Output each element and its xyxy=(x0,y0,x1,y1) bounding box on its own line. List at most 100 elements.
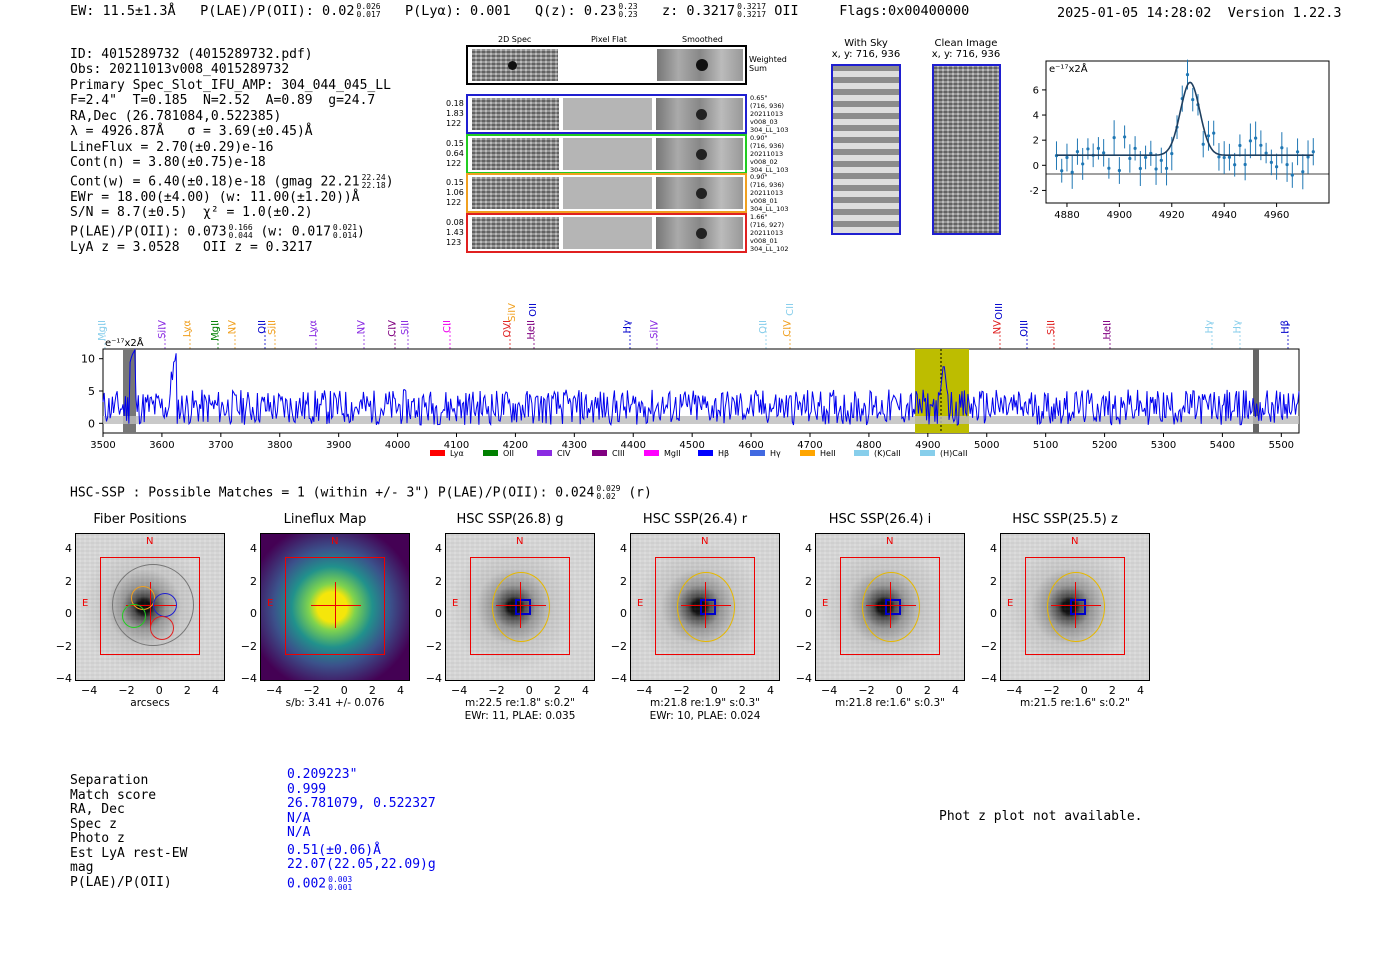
line-fit-point xyxy=(1164,166,1169,170)
hsc-xtick: 4 xyxy=(582,684,589,697)
line-fit-point xyxy=(1060,169,1064,173)
spectrum-xtick: 3700 xyxy=(208,440,233,451)
aperture-box xyxy=(470,557,570,655)
line-fit-point xyxy=(1081,162,1085,166)
aperture-box xyxy=(100,557,200,655)
col-pixel-flat: Pixel Flat xyxy=(591,35,627,44)
legend-label: MgII xyxy=(664,449,681,458)
match-label: Match score xyxy=(70,787,157,803)
hsc-xtick: 2 xyxy=(368,684,376,697)
line-fit-point xyxy=(1138,166,1142,171)
weighted-sum-strip xyxy=(466,45,747,85)
east-label: E xyxy=(1007,598,1014,609)
spectrum-line-label: HeII xyxy=(526,320,537,340)
photz-message: Phot z plot not available. xyxy=(939,809,1143,824)
match-label: Photo z xyxy=(70,831,125,846)
ellipse-aperture xyxy=(677,572,735,642)
flags-value: Flags:0x00400000 xyxy=(839,3,970,19)
spec-row-2d xyxy=(472,177,559,209)
east-label: E xyxy=(82,598,89,609)
line-fit-point xyxy=(1269,160,1273,164)
aperture-box xyxy=(1025,557,1125,655)
hsc-cutout: N E xyxy=(445,533,595,681)
match-label: mag xyxy=(70,860,94,875)
hsc-yticks: 4 2 0 −2 −4 xyxy=(55,542,72,685)
aperture-box xyxy=(285,557,385,655)
line-fit-point xyxy=(1206,134,1211,138)
ellipse-aperture xyxy=(492,572,550,642)
info-params: F=2.4" T=0.185 N=2.52 A=0.89 g=24.7 xyxy=(70,93,376,108)
spectrum-xtick: 4300 xyxy=(562,440,587,451)
legend-label: Lyα xyxy=(450,449,464,458)
north-label: N xyxy=(886,536,894,547)
spectrum-line-label: SiIV xyxy=(157,320,168,339)
clean-image-coords: x, y: 716, 936 xyxy=(931,49,1001,60)
line-fit-point xyxy=(1159,158,1163,162)
hsc-xtick: 0 xyxy=(710,684,718,697)
version: Version 1.22.3 xyxy=(1227,5,1342,21)
hsc-xticks: −4 −2 0 2 4 xyxy=(445,684,595,697)
spectrum-xtick: 5000 xyxy=(974,440,999,451)
spec-row-right-label: 0.90" (716, 936) 20211013 v008_01 304_LL… xyxy=(750,173,789,213)
hsc-xtick: −2 xyxy=(1043,684,1060,697)
line-fit-point xyxy=(1285,163,1289,167)
z-line: OII xyxy=(774,3,799,19)
date: 2025-01-05 14:28:02 xyxy=(1057,5,1212,21)
line-fit-point xyxy=(1070,170,1074,174)
hsc-xtick: 0 xyxy=(1080,684,1088,697)
spectrum-line-label: SiIV xyxy=(649,320,660,339)
line-fit-point xyxy=(1107,166,1111,170)
match-value: 22.07(22.05,22.09)g xyxy=(287,857,436,872)
spectrum-line-label-top: SiIV xyxy=(507,303,518,322)
spectrum-xtick: 4700 xyxy=(797,440,822,451)
spec-row-1 xyxy=(466,94,747,134)
hsc-xtick: −4 xyxy=(451,684,468,697)
detection-info: ID: 4015289732 (4015289732.pdf) Obs: 2021… xyxy=(70,31,394,271)
match-values: 0.209223" 0.999 26.781079, 0.522327 N/A N/A 0… xyxy=(287,767,436,892)
info-ewr: EWr = 18.00(±4.00) (w: 11.00(±1.20))Å xyxy=(70,189,360,205)
hsc-panel-title: HSC SSP(26.8) g xyxy=(456,512,564,527)
hsc-xtick: 0 xyxy=(525,684,533,697)
spectrum-line-label: Hγ xyxy=(622,320,633,334)
hsc-xtick: −4 xyxy=(636,684,653,697)
ew-value: EW: 11.5±1.3Å xyxy=(70,3,176,19)
line-fit-xtick: 4880 xyxy=(1054,210,1079,221)
ellipse-aperture xyxy=(1047,572,1105,642)
legend-label: Hγ xyxy=(770,449,781,458)
spectrum-line-label-top: CII xyxy=(785,303,796,316)
spec-row-flat xyxy=(563,216,652,249)
spectrum-line-label: Lyα xyxy=(308,320,319,338)
clean-image xyxy=(932,64,1001,235)
line-fit-xtick: 4960 xyxy=(1264,210,1289,221)
hsc-xtick: 0 xyxy=(895,684,903,697)
line-fit-point xyxy=(1128,156,1132,161)
spectrum-ytick: 0 xyxy=(88,417,95,430)
spectrum-line-label: MgII xyxy=(210,320,221,341)
spec-row-right-label: 0.90" (716, 936) 20211013 v008_02 304_LL… xyxy=(750,133,789,174)
hsc-yticks: 4 2 0 −2 −4 xyxy=(425,542,442,685)
match-value: 0.51(±0.06)Å xyxy=(287,842,381,858)
spec-row-left-label: 0.15 0.64 122 xyxy=(446,138,464,168)
hsc-caption-2: EWr: 10, PLAE: 0.024 xyxy=(649,710,761,722)
line-fit-point xyxy=(1102,151,1106,155)
weighted-sum-label: Weighted Sum xyxy=(749,55,787,73)
hsc-heading: HSC-SSP : Possible Matches = 1 (within +… xyxy=(70,484,652,501)
hsc-yticks: 4 2 0 −2 −4 xyxy=(795,542,812,685)
spectrum-line-label: Hγ xyxy=(1232,320,1243,334)
spectrum-xtick: 5200 xyxy=(1092,440,1117,451)
line-fit-point xyxy=(1243,162,1247,167)
line-fit-plot: e⁻¹⁷x2Å 6 4 2 0 -2 4880 4900 4920 4940 4960 xyxy=(1030,59,1330,221)
spectrum-line-label: Hγ xyxy=(1204,320,1215,334)
line-fit-xtick: 4920 xyxy=(1159,210,1184,221)
legend-swatch xyxy=(644,450,659,456)
line-fit-point xyxy=(1065,155,1069,160)
line-fit-unit: e⁻¹⁷x2Å xyxy=(1049,62,1088,75)
legend-label: CIII xyxy=(612,449,625,458)
hsc-xtick: 0 xyxy=(340,684,348,697)
spectrum-xtick: 4600 xyxy=(738,440,763,451)
line-fit-point xyxy=(1133,146,1137,150)
spectrum-xtick: 4000 xyxy=(385,440,410,451)
line-fit-point xyxy=(1123,135,1127,139)
qz-value: Q(z): 0.23 xyxy=(535,3,617,19)
hsc-xtick: 2 xyxy=(1108,684,1116,697)
